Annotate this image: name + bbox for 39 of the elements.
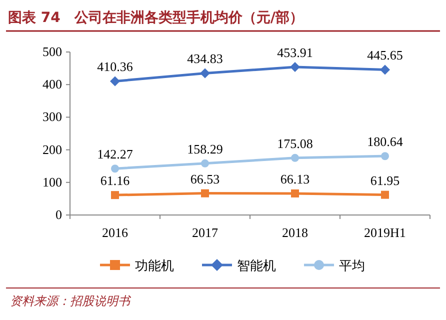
text: 资料来源：招股说明书 — [10, 294, 132, 308]
point — [381, 152, 389, 160]
point — [380, 64, 390, 75]
point — [290, 62, 300, 72]
legend-label: 平均 — [339, 259, 365, 274]
x-tick-label: 2019H1 — [364, 225, 406, 240]
data-label: 175.08 — [277, 136, 313, 151]
data-label: 142.27 — [97, 146, 134, 162]
point — [291, 154, 299, 162]
x-tick-label: 2017 — [192, 225, 218, 240]
legend-label: 智能机 — [237, 259, 276, 274]
data-label: 410.36 — [97, 59, 134, 74]
point — [381, 190, 389, 199]
x-tick-label: 2016 — [102, 225, 128, 240]
data-label: 453.91 — [277, 45, 313, 60]
point — [200, 68, 210, 78]
data-label: 158.29 — [187, 141, 223, 156]
legend-label: 功能机 — [135, 259, 174, 274]
y-tick-label: 200 — [42, 142, 62, 157]
point — [201, 159, 209, 168]
y-tick-label: 100 — [42, 174, 62, 190]
point — [291, 189, 299, 198]
data-label: 66.53 — [190, 171, 220, 186]
y-tick-label: 400 — [42, 76, 62, 92]
data-label: 61.95 — [370, 172, 400, 188]
data-label: 434.83 — [187, 51, 223, 66]
point — [111, 191, 119, 200]
y-tick-label: 500 — [42, 44, 62, 59]
data-label: 66.13 — [280, 171, 310, 186]
x-tick-label: 2018 — [282, 225, 308, 240]
y-tick-label: 300 — [42, 109, 62, 124]
data-label: 61.16 — [100, 173, 130, 188]
y-tick-label: 0 — [56, 207, 62, 222]
point — [201, 189, 209, 198]
data-label: 445.65 — [367, 48, 403, 63]
point — [110, 76, 120, 86]
point — [111, 164, 119, 173]
chart-title: 图表 74 公司在非洲各类型手机均价（元/部） — [8, 9, 304, 26]
data-label: 180.64 — [367, 134, 404, 150]
